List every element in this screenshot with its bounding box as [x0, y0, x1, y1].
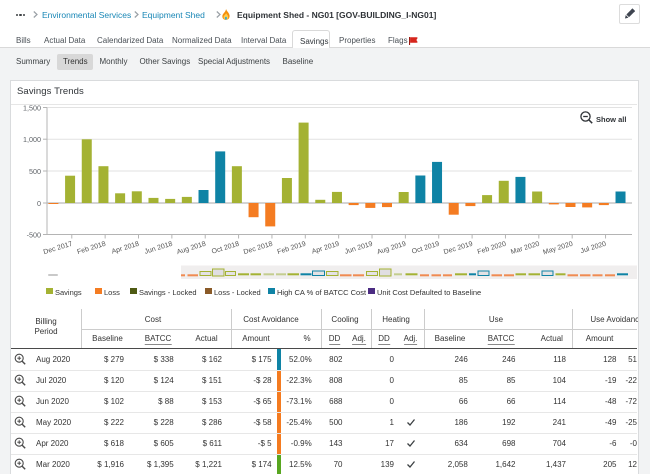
svg-text:0: 0: [37, 199, 41, 208]
svg-text:Feb 2020: Feb 2020: [477, 241, 507, 256]
svg-text:Jun 2019: Jun 2019: [344, 241, 374, 256]
svg-text:Oct 2018: Oct 2018: [211, 241, 240, 256]
svg-text:Oct 2019: Oct 2019: [411, 241, 440, 256]
svg-text:Dec 2019: Dec 2019: [443, 241, 474, 256]
svg-text:Jul 2020: Jul 2020: [580, 241, 607, 255]
svg-text:Aug 2019: Aug 2019: [376, 241, 407, 256]
svg-text:Dec 2017: Dec 2017: [43, 241, 74, 256]
svg-text:Feb 2018: Feb 2018: [76, 241, 106, 256]
svg-text:Aug 2018: Aug 2018: [176, 241, 207, 256]
svg-text:Feb 2019: Feb 2019: [277, 241, 307, 256]
svg-text:1,500: 1,500: [23, 105, 41, 112]
svg-text:Dec 2018: Dec 2018: [243, 241, 274, 256]
svg-text:Apr 2019: Apr 2019: [311, 241, 340, 256]
svg-text:1,000: 1,000: [23, 135, 41, 144]
svg-text:-500: -500: [27, 230, 41, 239]
svg-text:Apr 2018: Apr 2018: [111, 241, 140, 256]
svg-text:Mar 2020: Mar 2020: [510, 241, 540, 256]
svg-text:Jun 2018: Jun 2018: [144, 241, 174, 256]
svg-text:500: 500: [29, 167, 41, 176]
svg-text:May 2020: May 2020: [542, 241, 574, 257]
